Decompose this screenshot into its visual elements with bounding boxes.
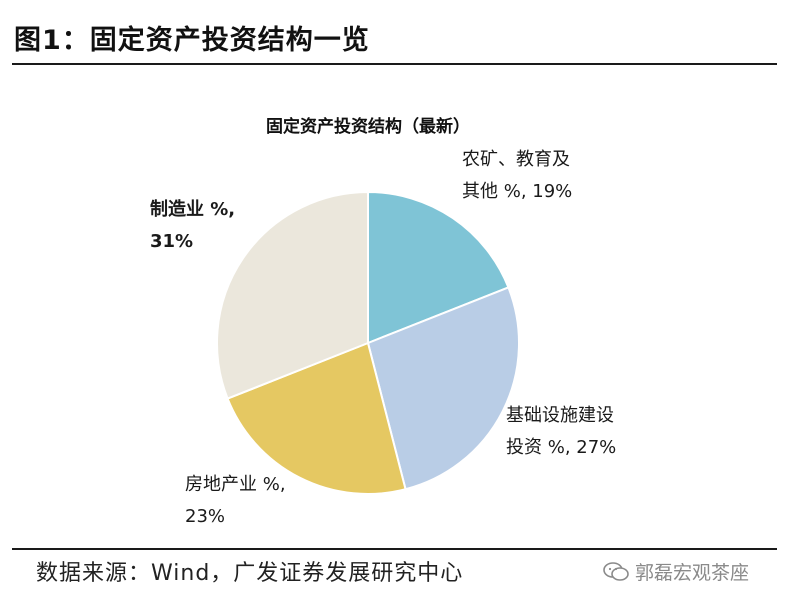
slice-label-1-line-2: 其他 %, 19% (462, 181, 572, 202)
slice-label-1-line-1: 农矿、教育及 (462, 149, 570, 170)
chart-title: 固定资产投资结构（最新） (266, 116, 470, 137)
slice-label-2-line-1: 基础设施建设 (506, 405, 614, 426)
pie-slices (216, 190, 520, 495)
figure-title: 图1：固定资产投资结构一览 (14, 25, 370, 56)
watermark-text: 郭磊宏观茶座 (635, 562, 750, 584)
pie-slice-2 (366, 286, 520, 491)
source-divider (12, 548, 777, 550)
data-source: 数据来源：Wind，广发证券发展研究中心 (36, 561, 464, 586)
slice-label-4-line-2: 31% (150, 231, 193, 252)
slice-label-3-line-1: 房地产业 %, (185, 474, 286, 495)
pie-slice-4 (216, 190, 369, 400)
wechat-icon (603, 561, 629, 581)
slice-label-3-line-2: 23% (185, 506, 225, 527)
slice-label-4-line-1: 制造业 %, (150, 198, 235, 220)
watermark: 郭磊宏观茶座 (603, 558, 749, 585)
title-divider (12, 63, 777, 65)
slice-label-2-line-2: 投资 %, 27% (506, 437, 616, 458)
pie-slice-3 (226, 341, 407, 495)
pie-slice-1 (367, 190, 510, 345)
